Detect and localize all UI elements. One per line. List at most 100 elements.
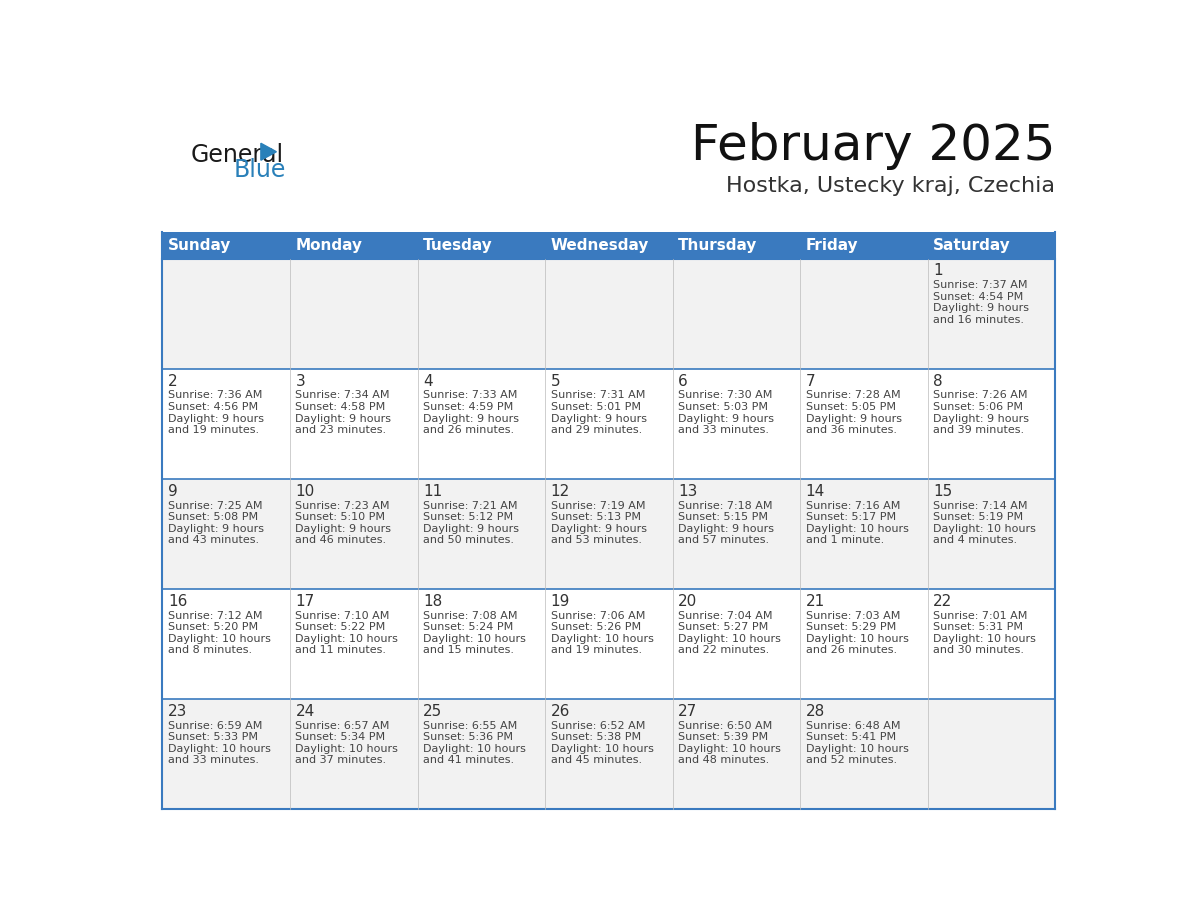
Text: and 29 minutes.: and 29 minutes. <box>550 425 642 435</box>
Text: Sunset: 5:01 PM: Sunset: 5:01 PM <box>550 402 640 412</box>
Text: Daylight: 10 hours: Daylight: 10 hours <box>678 633 781 644</box>
Text: and 26 minutes.: and 26 minutes. <box>423 425 514 435</box>
Text: Sunrise: 6:57 AM: Sunrise: 6:57 AM <box>296 721 390 731</box>
Text: 9: 9 <box>168 484 178 498</box>
Text: and 23 minutes.: and 23 minutes. <box>296 425 386 435</box>
Bar <box>928 232 1055 259</box>
Text: 10: 10 <box>296 484 315 498</box>
Bar <box>928 259 1055 369</box>
Text: Sunrise: 6:48 AM: Sunrise: 6:48 AM <box>805 721 901 731</box>
Bar <box>163 369 290 479</box>
Text: Sunset: 5:26 PM: Sunset: 5:26 PM <box>550 622 640 633</box>
Bar <box>801 700 928 810</box>
Text: Sunset: 5:27 PM: Sunset: 5:27 PM <box>678 622 769 633</box>
Bar <box>163 232 290 259</box>
Bar <box>672 232 801 259</box>
Bar <box>545 232 672 259</box>
Text: 19: 19 <box>550 594 570 609</box>
Text: Sunrise: 6:52 AM: Sunrise: 6:52 AM <box>550 721 645 731</box>
Text: 20: 20 <box>678 594 697 609</box>
Text: Sunset: 5:17 PM: Sunset: 5:17 PM <box>805 512 896 522</box>
Text: 11: 11 <box>423 484 442 498</box>
Text: Daylight: 10 hours: Daylight: 10 hours <box>805 744 909 754</box>
Text: Sunrise: 7:03 AM: Sunrise: 7:03 AM <box>805 610 901 621</box>
Text: Sunrise: 7:18 AM: Sunrise: 7:18 AM <box>678 500 772 510</box>
Text: and 8 minutes.: and 8 minutes. <box>168 645 252 655</box>
Bar <box>545 589 672 700</box>
Bar <box>801 589 928 700</box>
Text: Sunrise: 7:19 AM: Sunrise: 7:19 AM <box>550 500 645 510</box>
Bar <box>290 700 417 810</box>
Text: and 19 minutes.: and 19 minutes. <box>550 645 642 655</box>
Text: Sunset: 5:06 PM: Sunset: 5:06 PM <box>933 402 1023 412</box>
Text: Sunset: 5:29 PM: Sunset: 5:29 PM <box>805 622 896 633</box>
Text: Sunrise: 7:10 AM: Sunrise: 7:10 AM <box>296 610 390 621</box>
Bar <box>290 479 417 589</box>
Text: Sunday: Sunday <box>168 238 232 252</box>
Text: Saturday: Saturday <box>933 238 1011 252</box>
Bar <box>163 259 290 369</box>
Bar <box>801 232 928 259</box>
Text: Sunset: 5:39 PM: Sunset: 5:39 PM <box>678 733 769 743</box>
Text: 16: 16 <box>168 594 188 609</box>
Text: Daylight: 9 hours: Daylight: 9 hours <box>933 413 1029 423</box>
Bar <box>928 479 1055 589</box>
Text: Sunrise: 7:16 AM: Sunrise: 7:16 AM <box>805 500 901 510</box>
Text: Sunrise: 7:21 AM: Sunrise: 7:21 AM <box>423 500 518 510</box>
Text: Sunrise: 7:31 AM: Sunrise: 7:31 AM <box>550 390 645 400</box>
Text: and 1 minute.: and 1 minute. <box>805 535 884 545</box>
Text: Sunrise: 7:30 AM: Sunrise: 7:30 AM <box>678 390 772 400</box>
Text: Sunset: 5:03 PM: Sunset: 5:03 PM <box>678 402 769 412</box>
Text: Sunset: 5:15 PM: Sunset: 5:15 PM <box>678 512 769 522</box>
Text: and 39 minutes.: and 39 minutes. <box>933 425 1024 435</box>
Text: Sunset: 5:36 PM: Sunset: 5:36 PM <box>423 733 513 743</box>
Text: and 15 minutes.: and 15 minutes. <box>423 645 514 655</box>
Text: Tuesday: Tuesday <box>423 238 493 252</box>
Text: Daylight: 9 hours: Daylight: 9 hours <box>550 523 646 533</box>
Bar <box>672 479 801 589</box>
Text: Sunset: 5:12 PM: Sunset: 5:12 PM <box>423 512 513 522</box>
Text: Sunrise: 7:12 AM: Sunrise: 7:12 AM <box>168 610 263 621</box>
Text: Daylight: 9 hours: Daylight: 9 hours <box>296 413 391 423</box>
Text: and 33 minutes.: and 33 minutes. <box>168 756 259 766</box>
Text: 14: 14 <box>805 484 824 498</box>
Bar <box>672 259 801 369</box>
Text: Daylight: 10 hours: Daylight: 10 hours <box>423 633 526 644</box>
Text: Daylight: 10 hours: Daylight: 10 hours <box>678 744 781 754</box>
Bar <box>545 259 672 369</box>
Text: 22: 22 <box>933 594 953 609</box>
Text: Sunrise: 7:06 AM: Sunrise: 7:06 AM <box>550 610 645 621</box>
Text: Sunrise: 7:08 AM: Sunrise: 7:08 AM <box>423 610 518 621</box>
Text: Daylight: 9 hours: Daylight: 9 hours <box>423 523 519 533</box>
Text: February 2025: February 2025 <box>690 122 1055 170</box>
Text: Daylight: 10 hours: Daylight: 10 hours <box>933 523 1036 533</box>
Text: 13: 13 <box>678 484 697 498</box>
Text: Sunset: 5:10 PM: Sunset: 5:10 PM <box>296 512 385 522</box>
Text: Daylight: 9 hours: Daylight: 9 hours <box>296 523 391 533</box>
Text: Daylight: 9 hours: Daylight: 9 hours <box>933 304 1029 313</box>
Bar <box>290 259 417 369</box>
Bar <box>290 589 417 700</box>
Text: Daylight: 9 hours: Daylight: 9 hours <box>168 523 264 533</box>
Text: and 22 minutes.: and 22 minutes. <box>678 645 770 655</box>
Text: 12: 12 <box>550 484 570 498</box>
Text: Sunset: 5:08 PM: Sunset: 5:08 PM <box>168 512 258 522</box>
Text: Sunset: 4:56 PM: Sunset: 4:56 PM <box>168 402 258 412</box>
Text: Sunrise: 7:36 AM: Sunrise: 7:36 AM <box>168 390 263 400</box>
Text: Sunrise: 7:23 AM: Sunrise: 7:23 AM <box>296 500 390 510</box>
Bar <box>417 700 545 810</box>
Bar <box>163 479 290 589</box>
Text: Daylight: 10 hours: Daylight: 10 hours <box>296 633 398 644</box>
Text: Monday: Monday <box>296 238 362 252</box>
Text: Sunrise: 6:59 AM: Sunrise: 6:59 AM <box>168 721 263 731</box>
Text: 1: 1 <box>933 263 943 278</box>
Text: 3: 3 <box>296 374 305 388</box>
Bar <box>928 700 1055 810</box>
Text: Sunrise: 7:01 AM: Sunrise: 7:01 AM <box>933 610 1028 621</box>
Text: and 36 minutes.: and 36 minutes. <box>805 425 897 435</box>
Text: 28: 28 <box>805 704 824 719</box>
Text: 27: 27 <box>678 704 697 719</box>
Bar <box>672 700 801 810</box>
Text: Sunrise: 7:26 AM: Sunrise: 7:26 AM <box>933 390 1028 400</box>
Text: and 52 minutes.: and 52 minutes. <box>805 756 897 766</box>
